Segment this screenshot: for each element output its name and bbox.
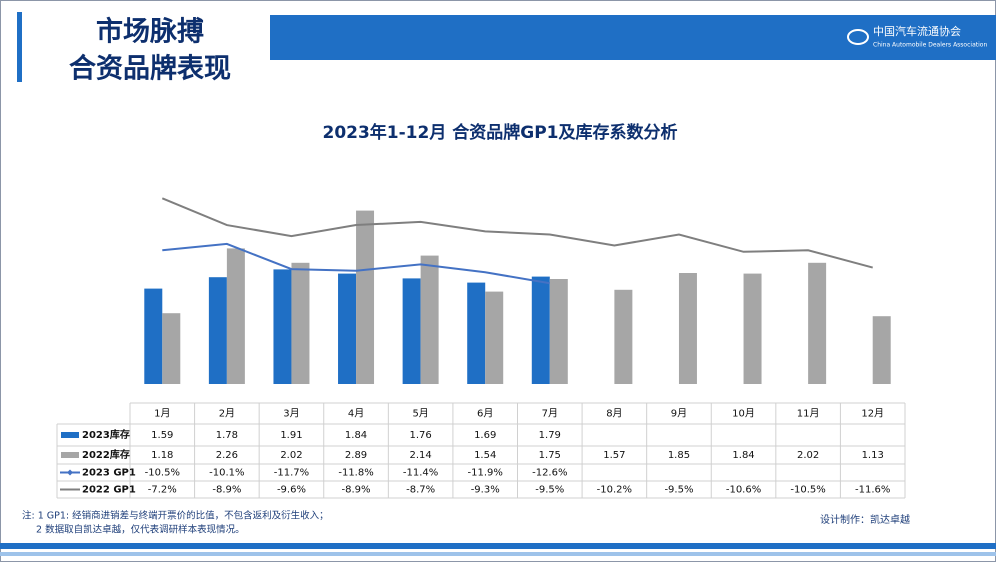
bar [549, 279, 568, 384]
legend-swatch [61, 432, 79, 438]
table-cell: 1.57 [603, 450, 625, 461]
bar [338, 273, 357, 384]
legend-label: 2023 GP1 [82, 468, 136, 479]
legend-label: 2023库存 [82, 428, 130, 441]
bar [291, 262, 310, 384]
table-cell: 2.14 [409, 450, 431, 461]
table-cell: 1.54 [474, 450, 496, 461]
credit: 设计制作：凯达卓越 [820, 513, 910, 526]
note: 注: 1 GP1: 经销商进销差与终端开票价的比值，不包含返利及衍生收入； [22, 510, 329, 522]
table-header: 6月 [477, 408, 493, 420]
table-cell: 2.02 [797, 450, 819, 461]
table-header: 10月 [732, 408, 755, 420]
table-cell: -9.5% [664, 485, 693, 496]
table-cell: -10.1% [209, 468, 244, 479]
bar [531, 276, 550, 384]
legend-marker [67, 469, 73, 476]
table-cell: 1.75 [539, 450, 561, 461]
table-cell: 1.18 [151, 450, 173, 461]
table-cell: 1.78 [216, 430, 238, 441]
footer-bar [0, 543, 996, 549]
table-cell: -11.8% [338, 468, 373, 479]
logo-text: 中国汽车流通协会 [873, 24, 961, 38]
table-cell: -9.3% [471, 485, 500, 496]
table-cell: -9.5% [535, 485, 564, 496]
legend-label: 2022库存 [82, 448, 130, 461]
bar [420, 255, 439, 384]
table-cell: 2.02 [280, 450, 302, 461]
table-cell: 1.91 [280, 430, 302, 441]
page-title: 市场脉搏 [96, 16, 204, 48]
table-cell: -10.5% [145, 468, 180, 479]
table-cell: 2.89 [345, 450, 367, 461]
page-title: 合资品牌表现 [69, 53, 231, 85]
table-cell: -10.5% [790, 485, 825, 496]
table-cell: -10.6% [726, 485, 761, 496]
table-cell: 1.84 [345, 430, 367, 441]
table-header: 4月 [348, 408, 364, 420]
bar [485, 291, 504, 384]
table-cell: -7.2% [148, 485, 177, 496]
logo-text-en: China Automobile Dealers Association [873, 42, 987, 49]
table-cell: -8.9% [342, 485, 371, 496]
table-cell: 1.59 [151, 430, 173, 441]
table-header: 3月 [283, 408, 299, 420]
table-cell: 1.85 [668, 450, 690, 461]
title-accent [17, 12, 22, 82]
bar [678, 273, 697, 384]
bar [808, 262, 827, 384]
bar [144, 288, 163, 384]
table-cell: -9.6% [277, 485, 306, 496]
logo-icon [847, 29, 869, 45]
table-cell: -8.9% [212, 485, 241, 496]
legend-swatch [61, 452, 79, 458]
table-cell: -12.6% [532, 468, 567, 479]
table-cell: -10.2% [597, 485, 632, 496]
table-cell: -11.9% [468, 468, 503, 479]
table-header: 9月 [671, 408, 687, 420]
table-cell: -11.6% [855, 485, 890, 496]
table-cell: 1.76 [409, 430, 431, 441]
table-header: 11月 [797, 408, 820, 420]
table-cell: -11.7% [274, 468, 309, 479]
table-header: 7月 [542, 408, 558, 420]
line [162, 242, 550, 285]
line [161, 197, 873, 269]
bar [402, 278, 421, 384]
bar [872, 316, 891, 384]
bar [356, 210, 375, 384]
table-cell: -8.7% [406, 485, 435, 496]
table-cell: 2.26 [216, 450, 238, 461]
table-cell: 1.13 [862, 450, 884, 461]
bar [226, 248, 245, 384]
bar [273, 269, 292, 384]
table-header: 1月 [154, 408, 170, 420]
table-cell: 1.84 [732, 450, 754, 461]
table-cell: -11.4% [403, 468, 438, 479]
bar [162, 313, 181, 384]
table-cell: 1.69 [474, 430, 496, 441]
footer-bar [0, 552, 996, 556]
table-header: 12月 [861, 408, 884, 420]
table-header: 8月 [606, 408, 622, 420]
table-header: 5月 [412, 408, 428, 420]
legend-label: 2022 GP1 [82, 485, 136, 496]
table-cell: 1.79 [539, 430, 561, 441]
header-banner [270, 15, 996, 60]
bar [467, 282, 486, 384]
table-header: 2月 [219, 408, 235, 420]
bar [208, 277, 227, 384]
note: 2 数据取自凯达卓越，仅代表调研样本表现情况。 [36, 524, 245, 536]
bar [743, 273, 762, 384]
chart-title: 2023年1-12月 合资品牌GP1及库存系数分析 [322, 122, 677, 143]
bar [614, 289, 633, 384]
